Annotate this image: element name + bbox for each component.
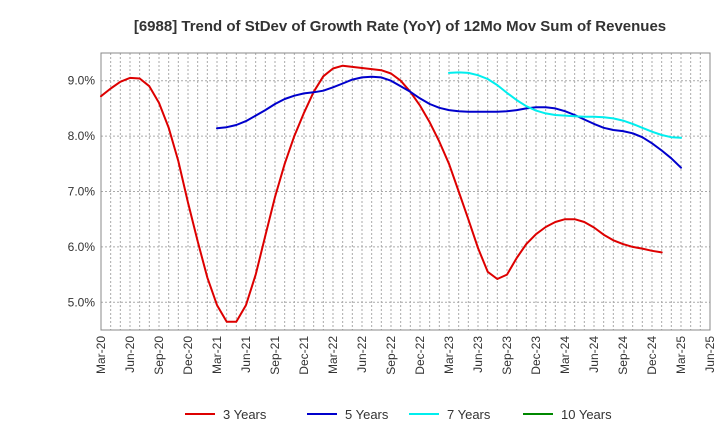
legend-label-5-years: 5 Years <box>345 407 389 422</box>
x-tick-label: Jun-21 <box>239 336 253 373</box>
x-tick-label: Sep-23 <box>500 336 514 375</box>
y-tick-label: 9.0% <box>68 74 96 88</box>
x-tick-label: Jun-25 <box>703 336 717 373</box>
x-tick-label: Sep-22 <box>384 336 398 375</box>
plot-area <box>100 52 711 331</box>
y-axis-ticks: 5.0% 6.0% 7.0% 8.0% 9.0% <box>68 74 96 310</box>
x-tick-label: Dec-23 <box>529 336 543 375</box>
x-axis-ticks: Mar-20 Jun-20 Sep-20 Dec-20 Mar-21 Jun-21 Sep-… <box>94 336 717 375</box>
x-tick-label: Mar-24 <box>558 336 572 374</box>
y-tick-label: 8.0% <box>68 129 96 143</box>
legend-label-10-years: 10 Years <box>561 407 612 422</box>
x-tick-label: Mar-23 <box>442 336 456 374</box>
x-tick-label: Dec-22 <box>413 336 427 375</box>
y-tick-label: 7.0% <box>68 185 96 199</box>
x-tick-label: Sep-21 <box>268 336 282 375</box>
grid <box>100 53 711 330</box>
legend: 3 Years 5 Years 7 Years 10 Years <box>185 407 612 422</box>
legend-label-7-years: 7 Years <box>447 407 491 422</box>
series-line-7-years <box>448 71 682 139</box>
chart-title: [6988] Trend of StDev of Growth Rate (Yo… <box>134 18 666 35</box>
x-tick-label: Jun-20 <box>123 336 137 373</box>
x-tick-label: Sep-24 <box>616 336 630 375</box>
x-tick-label: Jun-24 <box>587 336 601 373</box>
legend-label-3-years: 3 Years <box>223 407 267 422</box>
x-tick-label: Jun-23 <box>471 336 485 373</box>
x-tick-label: Dec-20 <box>181 336 195 375</box>
x-tick-label: Sep-20 <box>152 336 166 375</box>
series-line-3-years <box>100 64 663 323</box>
series-line-5-years <box>216 75 682 169</box>
x-tick-label: Mar-21 <box>210 336 224 374</box>
x-tick-label: Jun-22 <box>355 336 369 373</box>
x-tick-label: Mar-22 <box>326 336 340 374</box>
x-tick-label: Mar-20 <box>94 336 108 374</box>
y-tick-label: 5.0% <box>68 295 96 309</box>
x-tick-label: Dec-21 <box>297 336 311 375</box>
series-lines <box>100 64 682 323</box>
x-tick-label: Dec-24 <box>645 336 659 375</box>
x-tick-label: Mar-25 <box>674 336 688 374</box>
y-tick-label: 6.0% <box>68 240 96 254</box>
